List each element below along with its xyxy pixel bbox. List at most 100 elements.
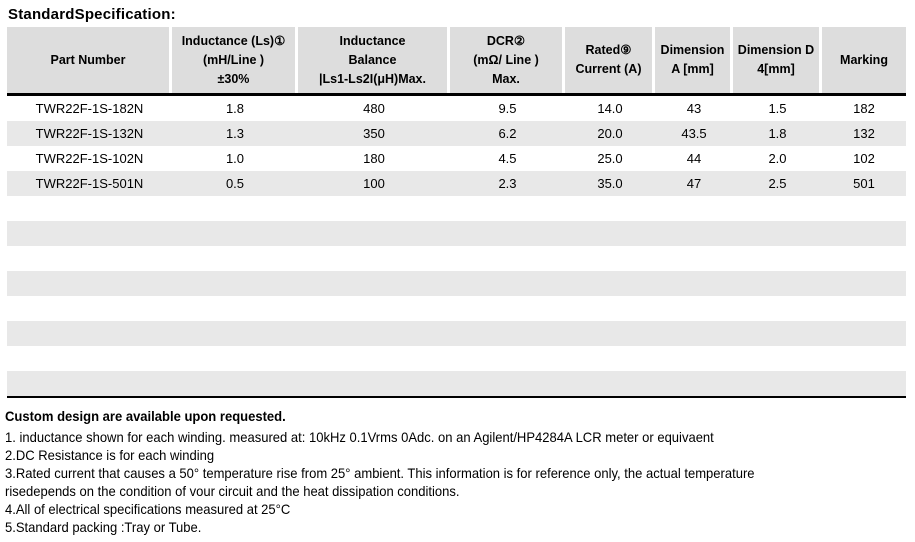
header-label-line: (mΩ/ Line ) [473,52,539,67]
header-cell-dcr: DCR② (mΩ/ Line ) Max. [450,27,562,93]
table-cell-inductance [172,321,298,346]
note-line: 1. inductance shown for each winding. me… [5,429,714,445]
notes-heading: Custom design are available upon request… [5,408,286,424]
table-cell-dimension-d4 [733,196,822,221]
table-cell-marking: 182 [853,101,875,116]
table-cell-inductance [172,196,298,221]
table-cell-inductance-balance: 350 [363,126,385,141]
table-cell-part-number [7,346,172,371]
table-cell-dimension-a: 43 [686,101,702,116]
table-cell-inductance-balance [298,196,450,221]
table-cell-part-number [7,271,172,296]
table-cell-dcr: 6.2 [498,126,517,141]
table-cell-dimension-a [655,296,733,321]
table-cell-inductance-balance [298,371,450,396]
table-cell-rated-current: 25.0 [597,151,623,166]
table-cell-dcr [450,371,565,396]
header-label-line: Max. [492,71,520,86]
table-cell-dimension-d4 [733,246,822,271]
table-cell-part-number: TWR22F-1S-102N [35,151,144,166]
table-row: TWR22F-1S-182N 1.8 480 9.5 14.0 43 1.5 182 [7,96,906,121]
header-label-line: Current (A) [575,62,642,76]
table-cell-dcr [450,221,565,246]
table-cell-part-number [7,221,172,246]
table-cell-part-number [7,196,172,221]
note-line: 4.All of electrical specifications measu… [5,501,291,517]
table-body: TWR22F-1S-182N 1.8 480 9.5 14.0 43 1.5 182 TWR22… [7,96,906,398]
notes-section: Custom design are available upon request… [5,407,915,536]
table-cell-part-number [7,246,172,271]
table-cell-dcr [450,321,565,346]
empty-table-row [7,296,906,321]
table-cell-dimension-d4: 1.8 [768,126,787,141]
table-cell-marking: 501 [853,176,875,191]
table-cell-rated-current [565,221,655,246]
table-cell-dcr: 4.5 [498,151,517,166]
table-cell-rated-current: 14.0 [597,101,623,116]
table-cell-dimension-d4 [733,346,822,371]
table-cell-dimension-a: 47 [686,176,702,191]
header-label-line: 4[mm] [757,62,795,76]
table-cell-dimension-d4 [733,321,822,346]
header-cell-dimension-d4: Dimension D 4[mm] [733,27,819,93]
spec-table: Part Number Inductance (Ls)① (mH/Line ) ±30… [7,27,906,398]
table-cell-rated-current [565,346,655,371]
table-cell-dimension-d4 [733,296,822,321]
table-cell-marking [822,371,906,396]
table-cell-rated-current [565,371,655,396]
table-cell-inductance: 1.0 [225,151,245,166]
table-cell-dimension-a [655,271,733,296]
empty-table-row [7,196,906,221]
table-cell-marking [822,196,906,221]
empty-table-row [7,371,906,396]
header-cell-dimension-a: Dimension A [mm] [655,27,730,93]
notes-list: 1. inductance shown for each winding. me… [5,428,915,536]
table-cell-rated-current [565,321,655,346]
empty-table-row [7,271,906,296]
table-row: TWR22F-1S-501N 0.5 100 2.3 35.0 47 2.5 501 [7,171,906,196]
table-cell-marking [822,271,906,296]
header-cell-inductance: Inductance (Ls)① (mH/Line ) ±30% [172,27,295,93]
table-cell-marking [822,221,906,246]
empty-table-row [7,246,906,271]
table-cell-rated-current [565,196,655,221]
table-cell-part-number [7,371,172,396]
table-cell-part-number: TWR22F-1S-132N [35,126,144,141]
table-cell-dcr: 2.3 [498,176,517,191]
table-cell-inductance-balance [298,221,450,246]
table-cell-dcr [450,196,565,221]
header-cell-marking: Marking [822,27,906,93]
table-cell-dimension-a [655,246,733,271]
table-cell-inductance-balance [298,346,450,371]
header-label-line: Inductance (Ls)① [181,33,286,48]
table-cell-dcr [450,271,565,296]
header-label-line: DCR② [486,33,526,48]
header-cell-inductance-balance: Inductance Balance |Ls1-Ls2I(μH)Max. [298,27,447,93]
table-cell-inductance [172,221,298,246]
table-cell-part-number: TWR22F-1S-501N [35,176,144,191]
table-cell-inductance-balance: 100 [363,176,385,191]
header-label-line: A [mm] [671,62,714,76]
table-cell-dcr [450,346,565,371]
table-cell-dimension-d4: 1.5 [768,101,787,116]
table-cell-inductance-balance: 180 [363,151,385,166]
table-cell-marking [822,321,906,346]
header-label-line: |Ls1-Ls2I(μH)Max. [318,71,426,86]
table-cell-part-number [7,321,172,346]
note-line: risedepends on the condition of vour cir… [5,483,460,499]
header-label-line: Marking [840,52,888,67]
table-cell-inductance-balance [298,321,450,346]
table-header-row: Part Number Inductance (Ls)① (mH/Line ) ±30… [7,27,906,96]
header-label-line: Inductance [339,33,406,48]
header-label-line: (mH/Line ) [202,52,265,67]
header-label-line: Dimension D [737,43,815,57]
table-cell-part-number [7,296,172,321]
table-cell-inductance-balance [298,296,450,321]
table-cell-inductance-balance [298,271,450,296]
table-cell-marking [822,296,906,321]
empty-table-row [7,221,906,246]
table-cell-rated-current [565,271,655,296]
note-line: 5.Standard packing :Tray or Tube. [5,519,202,535]
table-cell-marking: 132 [853,126,875,141]
page-title: StandardSpecification: [8,6,176,23]
